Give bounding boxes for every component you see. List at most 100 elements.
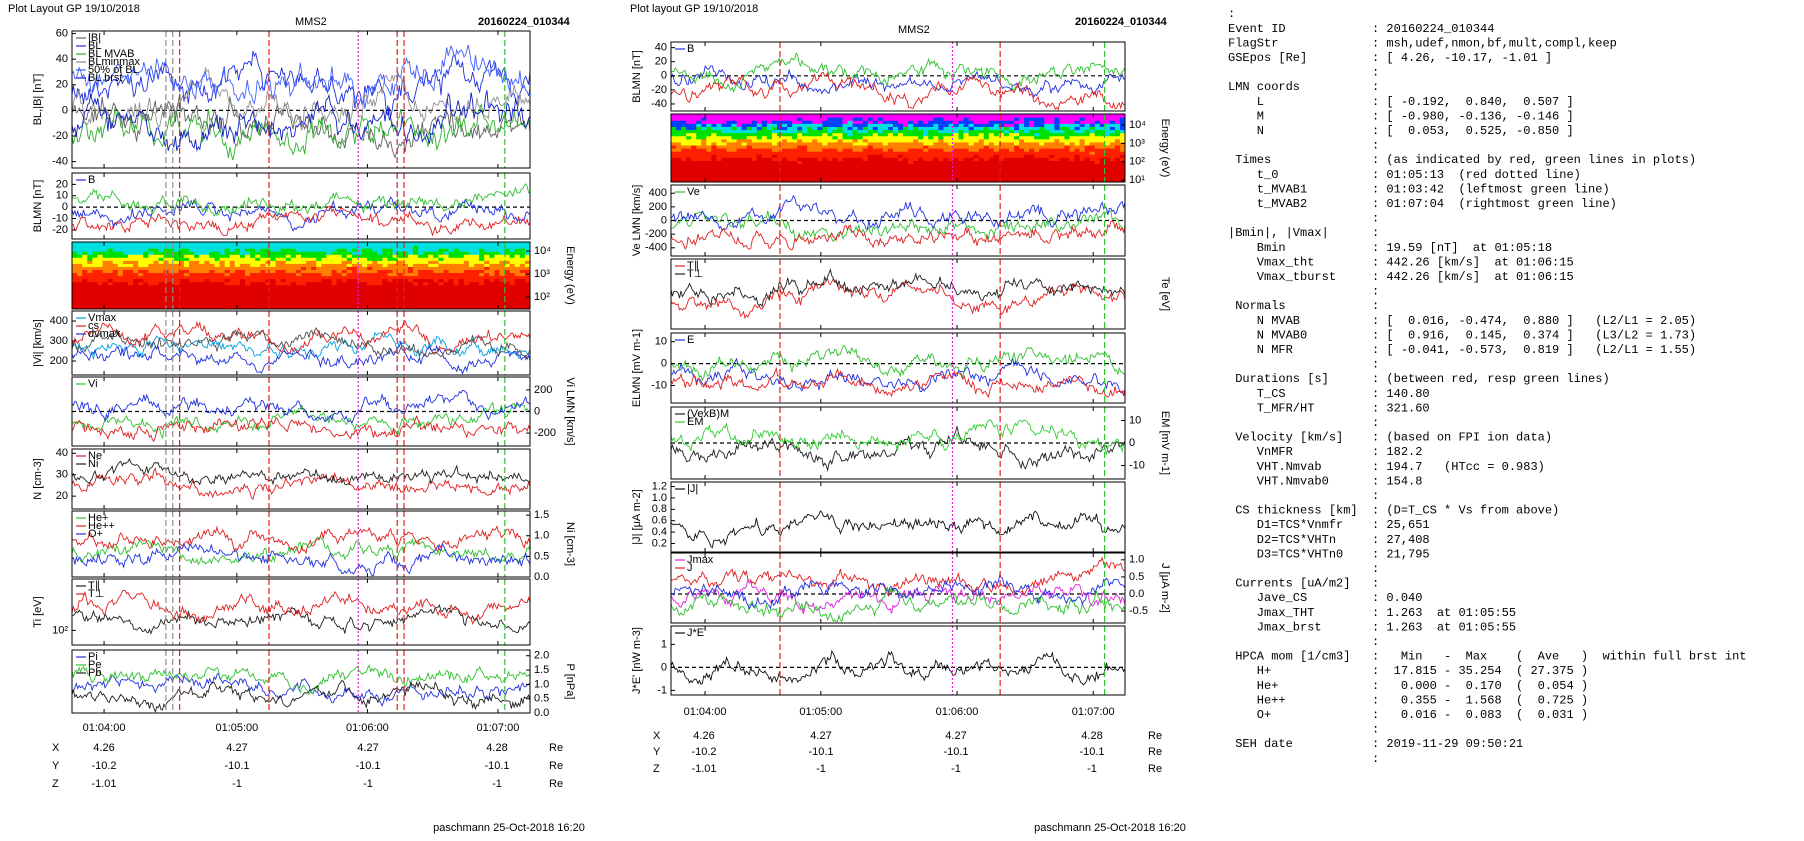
spectrogram-cell [1094,157,1101,161]
spectrogram-cell [903,132,909,137]
spectrogram-cell [943,138,950,143]
spectrogram-cell [168,290,175,295]
spectrogram-cell [973,126,980,131]
spectrogram-cell [173,296,180,301]
spectrogram-cell [726,172,733,177]
spectrogram-cell [265,275,272,280]
spectrogram-cell [766,129,773,134]
spectrogram-cell [245,299,251,304]
spectrogram-cell [224,293,231,298]
spectrogram-cell [341,278,348,283]
spectrogram-cell [234,257,241,261]
spectrogram-cell [781,175,788,180]
spectrogram-cell [229,251,236,255]
y-axis-label: Energy (eV) [564,246,576,305]
spectrogram-cell [1114,144,1121,149]
spectrogram-cell [351,275,358,280]
spectrogram-cell [356,254,363,258]
spectrogram-cell [1094,129,1101,134]
spectrogram-cell [711,175,717,180]
spectrogram-cell [509,296,516,301]
spectrogram-cell [474,275,480,280]
spectrogram-cell [776,172,783,177]
spectrogram-cell [726,148,733,152]
y-tick-label: 0.8 [652,503,667,515]
spectrogram-cell [275,278,282,283]
y-tick-label: 1.5 [534,509,549,521]
spectrogram-cell [938,126,944,131]
spectrogram-cell [458,245,465,249]
spectrogram-cell [968,178,975,182]
spectrogram-cell [807,172,813,177]
spectrogram-cell [367,245,373,249]
spectrogram-cell [265,251,272,255]
spectrogram-cell [1069,166,1076,171]
spectrogram-cell [326,281,333,286]
spectrogram-cell [1024,135,1030,140]
spectrogram-cell [676,151,682,155]
spectrogram-cell [341,260,348,264]
spectrogram-cell [1008,175,1015,180]
spectrogram-cell [887,144,894,149]
spectrogram-cell [867,126,874,131]
spectrogram-cell [301,245,307,249]
spectrogram-cell [822,175,828,180]
spectrogram-cell [983,114,990,118]
spectrogram-cell [877,151,884,155]
spectrogram-cell [797,157,803,161]
spectrogram-cell [377,287,384,292]
spectrogram-cell [716,114,723,118]
spectrogram-cell [1119,175,1125,180]
spectrogram-cell [958,120,965,124]
spectrogram-cell [255,281,261,286]
spectrogram-cell [933,154,939,158]
spectrogram-cell [781,141,788,146]
spectrogram-cell [1084,129,1091,134]
spectrogram-cell [1014,114,1020,118]
spectrogram-cell [402,242,409,246]
spectrogram-cell [138,257,144,261]
spectrogram-cell [321,281,328,286]
spectrogram-cell [204,302,210,307]
spectrogram-cell [265,284,272,289]
spectrogram-cell [1084,126,1091,131]
spectrogram-cell [280,266,287,271]
spectrogram-cell [112,278,119,283]
y-tick-label: 10⁴ [534,245,551,257]
spectrogram-cell [686,157,692,161]
spectrogram-cell [781,132,788,137]
spectrogram-cell [316,257,322,261]
spectrogram-cell [822,178,828,182]
spectrogram-cell [438,302,445,307]
spectrogram-cell [239,302,246,307]
spectrogram-cell [265,296,272,301]
spectrogram-cell [832,148,839,152]
trace [72,340,530,375]
ephemeris-cell: 4.28 [486,742,507,754]
spectrogram-cell [812,135,818,140]
spectrogram-cell [245,242,251,246]
spectrogram-cell [189,272,195,277]
spectrogram-cell [1044,160,1050,165]
spectrogram-cell [973,154,980,158]
spectrogram-cell [260,260,266,264]
spectrogram-cell [852,163,859,168]
spectrogram-cell [117,281,124,286]
spectrogram-cell [239,287,246,292]
spectrogram-cell [741,132,748,137]
spectrogram-cell [479,275,485,280]
spectrogram-cell [681,141,687,146]
spectrogram-cell [696,141,702,146]
spectrogram-cell [948,169,955,174]
spectrogram-cell [290,248,297,252]
spectrogram-cell [397,248,404,252]
spectrogram-cell [676,132,682,137]
spectrogram-cell [958,114,965,118]
spectrogram-cell [1109,120,1116,124]
spectrogram-cell [367,272,373,277]
spectrogram-cell [741,144,748,149]
spectrogram-cell [872,117,879,121]
spectrogram-cell [239,266,246,271]
spectrogram-cell [127,284,134,289]
spectrogram-cell [87,245,93,249]
